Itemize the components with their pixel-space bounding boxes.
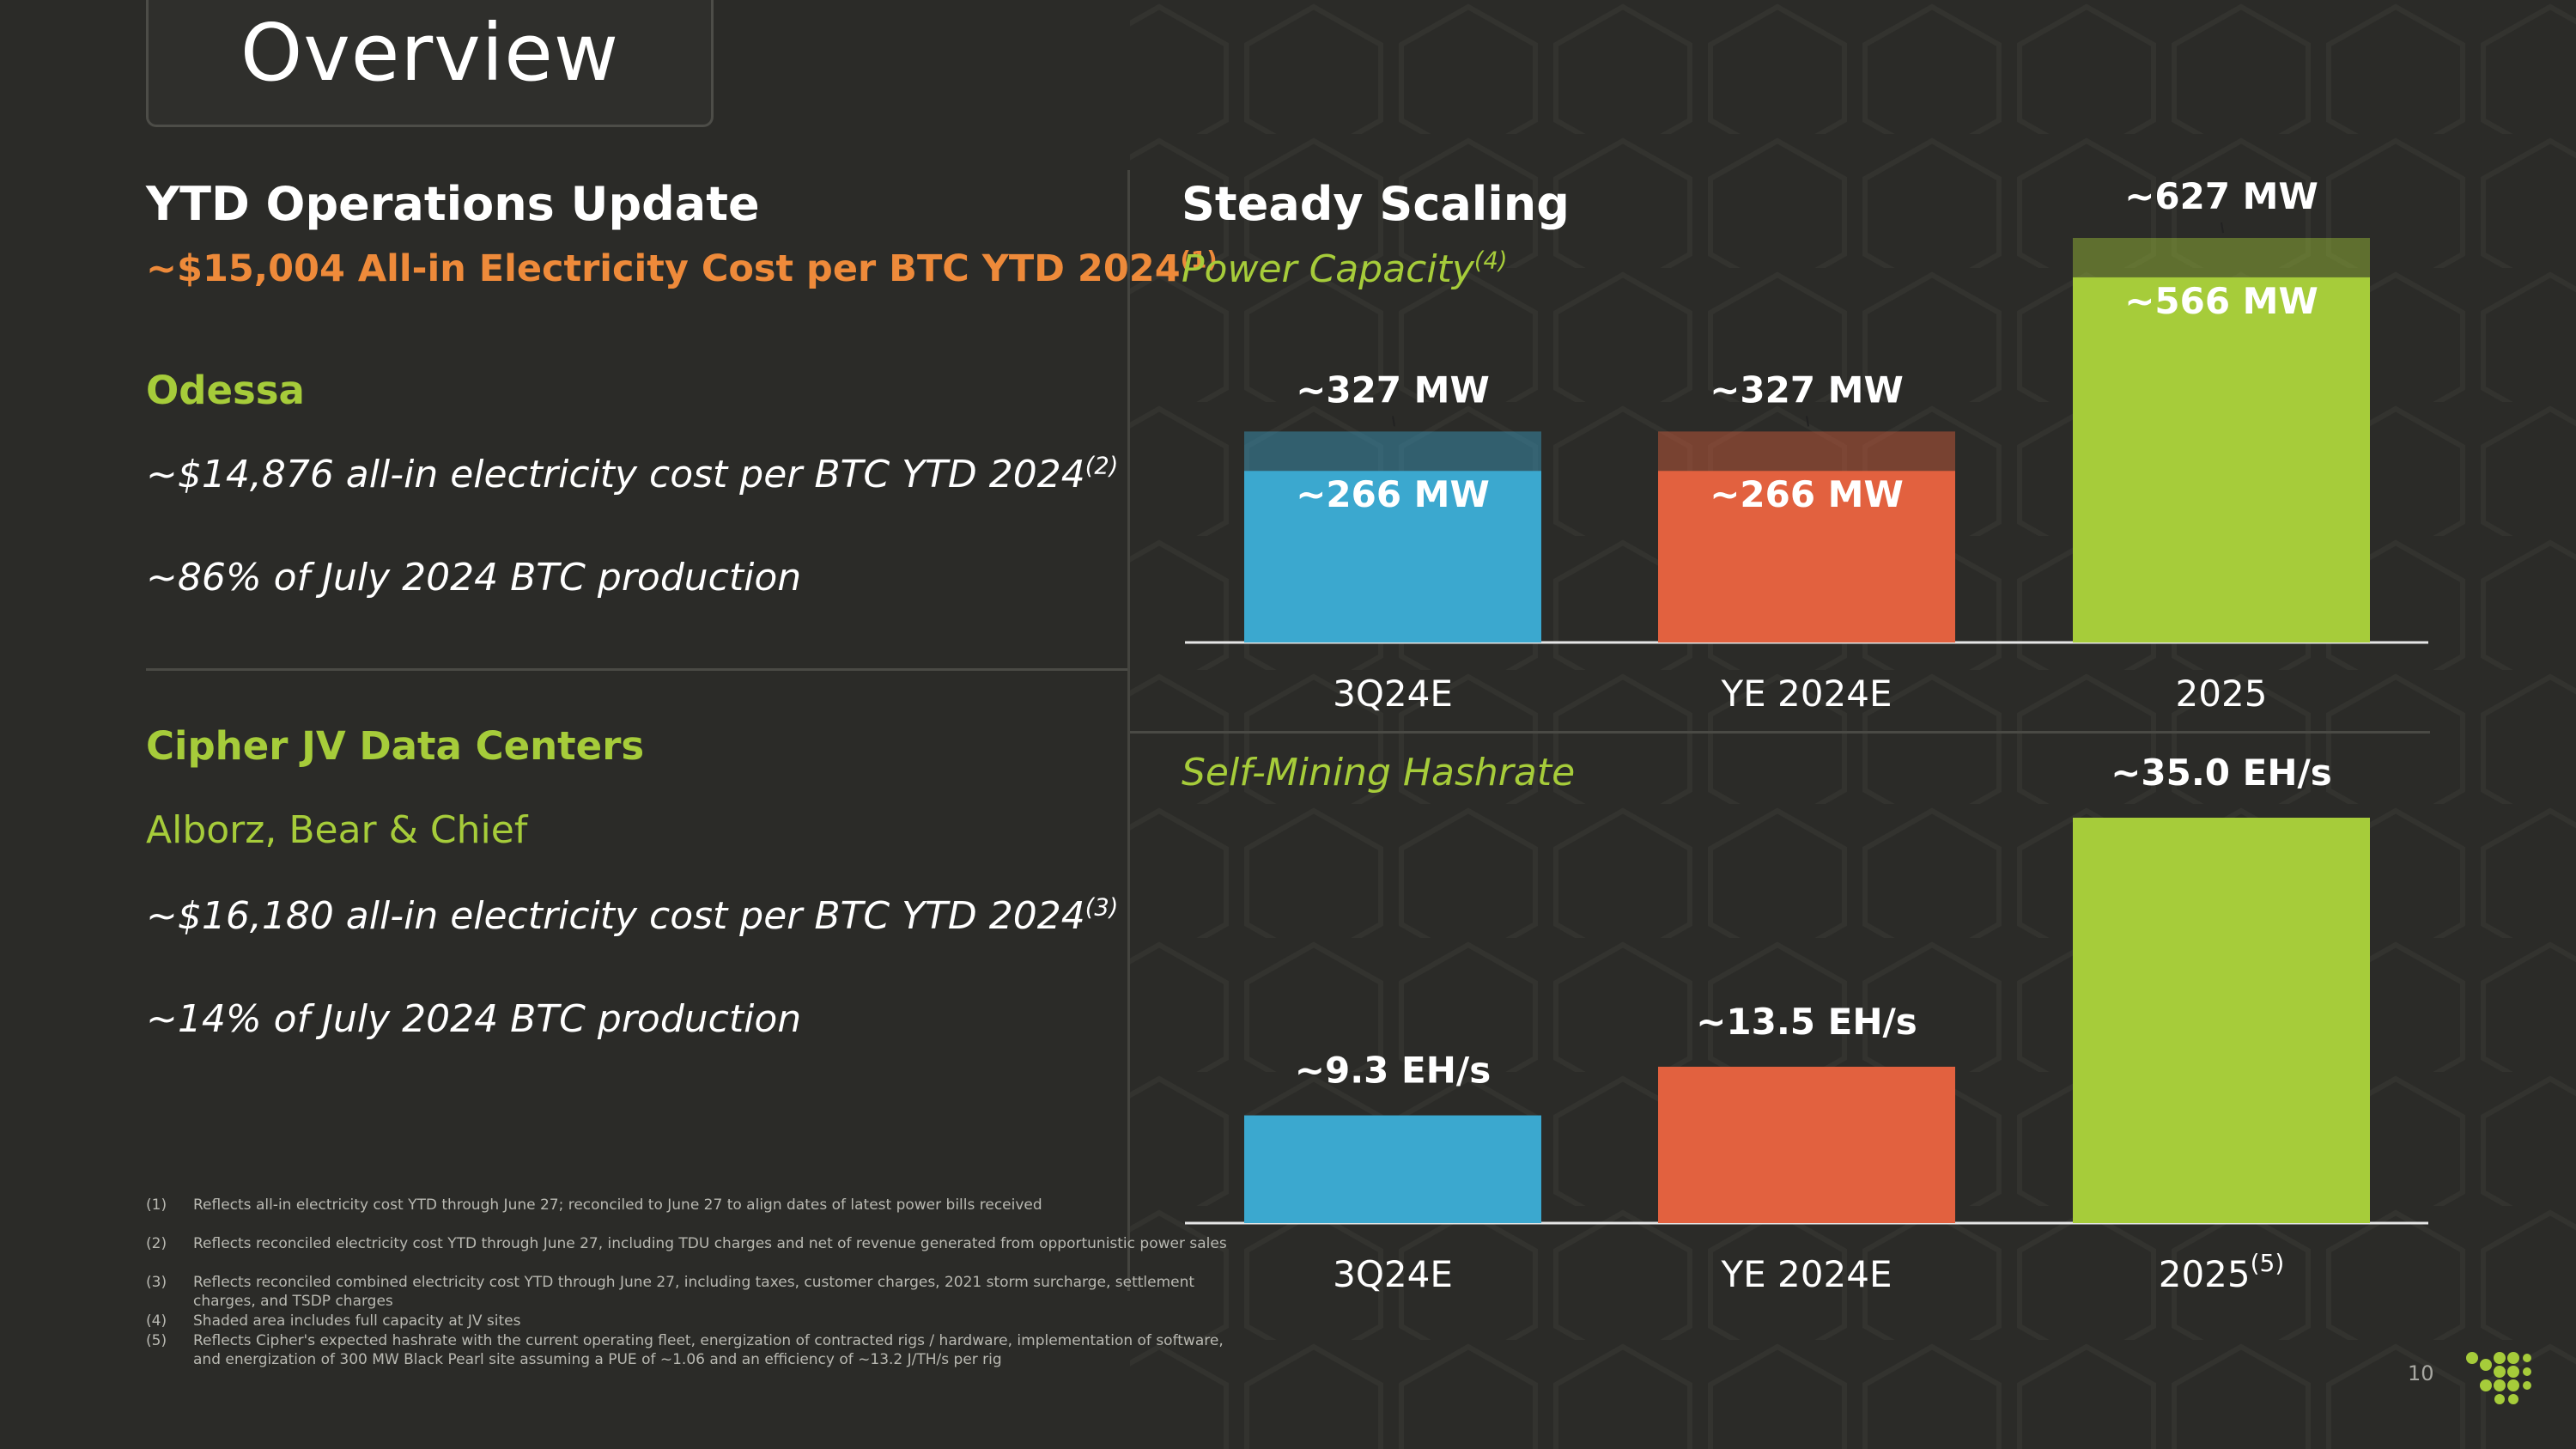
jv-sites: Alborz, Bear & Chief xyxy=(146,808,528,852)
chart-1-total-label-2: ~327 MW xyxy=(1710,368,1904,411)
chart-1-bar-1 xyxy=(1244,471,1541,642)
chart-1-value-label-3: ~566 MW xyxy=(2124,280,2318,322)
chart-2-value-label-2: ~13.5 EH/s xyxy=(1696,1001,1917,1043)
footnote-1-text: Reflects all-in electricity cost YTD thr… xyxy=(193,1196,1042,1214)
hashrate-label: Self-Mining Hashrate xyxy=(1182,751,1576,795)
footnote-3-number: (3) xyxy=(146,1274,167,1291)
vertical-divider xyxy=(1127,170,1130,1291)
chart-1-bar-3 xyxy=(2073,277,2370,642)
page-title: Overview xyxy=(240,7,620,99)
title-box: Overview xyxy=(146,0,714,127)
scaling-heading: Steady Scaling xyxy=(1182,177,1570,231)
jv-heading: Cipher JV Data Centers xyxy=(146,723,645,769)
footnote-2-number: (2) xyxy=(146,1235,167,1252)
page-number: 10 xyxy=(2408,1361,2434,1385)
chart-2-bar-2 xyxy=(1658,1066,1955,1223)
chart-2-value-label-1: ~9.3 EH/s xyxy=(1295,1050,1491,1092)
cipher-logo-icon xyxy=(2466,1352,2531,1404)
chart-2-bar-1 xyxy=(1244,1115,1541,1223)
chart-1-total-label-3: ~627 MW xyxy=(2124,175,2318,217)
chart-1-leader-2 xyxy=(1806,416,1809,427)
chart-1-category-2: YE 2024E xyxy=(1721,673,1893,715)
chart-2-value-label-3: ~35.0 EH/s xyxy=(2111,752,2332,794)
power-capacity-text: Power Capacity xyxy=(1182,247,1474,291)
odessa-heading: Odessa xyxy=(146,368,305,413)
footnote-2-text: Reflects reconciled electricity cost YTD… xyxy=(193,1235,1227,1252)
odessa-cost-text: ~$14,876 all-in electricity cost per BTC… xyxy=(146,453,1085,496)
footnote-5-number: (5) xyxy=(146,1332,167,1349)
odessa-cost: ~$14,876 all-in electricity cost per BTC… xyxy=(146,453,1118,496)
jv-share: ~14% of July 2024 BTC production xyxy=(146,997,802,1041)
chart-2-category-2: YE 2024E xyxy=(1721,1253,1893,1295)
chart-1-value-label-2: ~266 MW xyxy=(1710,473,1904,515)
chart-2-bar-3 xyxy=(2073,818,2370,1223)
chart-1-bar-2 xyxy=(1658,471,1955,642)
chart-2-category-3: 2025(5) xyxy=(2159,1249,2285,1295)
headline-cost-text: ~$15,004 All-in Electricity Cost per BTC… xyxy=(146,247,1181,290)
footnote-4-number: (4) xyxy=(146,1312,167,1330)
footnote-ref-2: (2) xyxy=(1084,453,1119,480)
chart-1-category-1: 3Q24E xyxy=(1333,673,1453,715)
footnote-ref-4: (4) xyxy=(1473,247,1508,275)
chart-1-category-3: 2025 xyxy=(2176,673,2268,715)
chart-1-shaded-bar-1 xyxy=(1244,431,1541,472)
chart-1-leader-1 xyxy=(1392,416,1395,427)
right-divider xyxy=(1130,731,2430,734)
chart-1-total-label-1: ~327 MW xyxy=(1296,368,1490,411)
left-divider xyxy=(146,668,1127,671)
headline-cost: ~$15,004 All-in Electricity Cost per BTC… xyxy=(146,247,1218,290)
chart-1-shaded-bar-3 xyxy=(2073,238,2370,277)
chart-1-shaded-bar-2 xyxy=(1658,431,1955,472)
footnote-4-text: Shaded area includes full capacity at JV… xyxy=(193,1312,521,1330)
footnote-5-text: Reflects Cipher's expected hashrate with… xyxy=(193,1332,1224,1368)
chart-2-category-1: 3Q24E xyxy=(1333,1253,1453,1295)
footnote-ref-1: (1) xyxy=(1180,247,1218,274)
footnote-3-text: Reflects reconciled combined electricity… xyxy=(193,1274,1195,1310)
jv-cost-text: ~$16,180 all-in electricity cost per BTC… xyxy=(146,894,1085,938)
footnote-ref-3: (3) xyxy=(1084,894,1119,922)
chart-1-value-label-1: ~266 MW xyxy=(1296,473,1490,515)
chart-2-category-3-footnote-ref: (5) xyxy=(2251,1249,2285,1277)
odessa-share: ~86% of July 2024 BTC production xyxy=(146,556,802,600)
operations-heading: YTD Operations Update xyxy=(146,177,760,231)
power-capacity-label: Power Capacity(4) xyxy=(1182,247,1508,291)
footnote-1-number: (1) xyxy=(146,1196,167,1214)
chart-1-leader-3 xyxy=(2221,222,2224,234)
jv-cost: ~$16,180 all-in electricity cost per BTC… xyxy=(146,894,1118,938)
